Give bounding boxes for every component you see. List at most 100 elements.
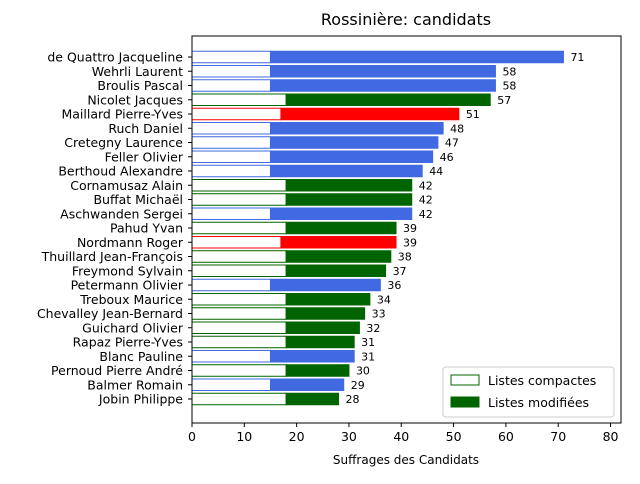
value-label: 58 — [502, 80, 516, 93]
bar-modified — [269, 79, 496, 92]
value-label: 58 — [502, 65, 516, 78]
value-label: 36 — [387, 279, 401, 292]
bar-compact — [191, 65, 271, 78]
value-label: 30 — [356, 365, 370, 378]
y-tick-label: Cretegny Laurence — [64, 135, 183, 150]
bar-compact — [191, 207, 271, 220]
bar-compact — [191, 321, 287, 334]
bar-modified — [285, 179, 413, 192]
bar-modified — [280, 236, 397, 249]
y-tick-label: Ruch Daniel — [108, 121, 183, 136]
bar-compact — [191, 50, 271, 64]
value-label: 29 — [351, 379, 365, 392]
value-label: 42 — [419, 208, 433, 221]
x-tick-label: 60 — [498, 429, 514, 444]
y-tick-label: Jobin Philippe — [98, 392, 183, 407]
bar-modified — [285, 264, 387, 277]
bar-compact — [191, 150, 271, 163]
legend: Listes compactes Listes modifiées — [442, 366, 615, 418]
y-tick-label: Nicolet Jacques — [87, 92, 183, 107]
bar-compact — [191, 335, 287, 349]
value-label: 42 — [419, 179, 433, 192]
bar-compact — [191, 179, 287, 192]
bar-compact — [191, 250, 287, 263]
plot-frame — [191, 35, 622, 424]
bar-compact — [191, 122, 271, 135]
value-labels-group: 7158585751484746444242423939383736343332… — [345, 51, 584, 406]
y-tick-label: de Quattro Jacqueline — [47, 50, 183, 65]
x-tick-label: 20 — [289, 429, 305, 444]
bar-compact — [191, 293, 287, 306]
legend-label-modifiees: Listes modifiées — [488, 395, 589, 410]
value-label: 42 — [419, 194, 433, 207]
bar-modified — [280, 107, 460, 121]
value-label: 31 — [361, 336, 375, 349]
y-tick-label: Broulis Pascal — [97, 78, 183, 93]
legend-label-compactes: Listes compactes — [488, 373, 596, 388]
legend-box — [442, 366, 615, 418]
bar-compact — [191, 307, 287, 320]
bar-compact — [191, 350, 271, 363]
x-tick-label: 30 — [341, 429, 357, 444]
bar-compact — [191, 221, 287, 235]
x-tick-label: 10 — [236, 429, 252, 444]
bars-group — [191, 50, 564, 406]
bar-modified — [269, 150, 434, 163]
y-tick-label: Maillard Pierre-Yves — [61, 107, 183, 122]
y-tick-label: Guichard Olivier — [82, 320, 184, 335]
bar-modified — [269, 207, 413, 220]
y-tick-label: Buffat Michaël — [93, 192, 183, 207]
y-tick-label: Petermann Olivier — [71, 278, 184, 293]
bar-modified — [269, 50, 564, 64]
bar-modified — [285, 321, 360, 334]
bar-modified — [269, 378, 345, 391]
value-label: 33 — [372, 308, 386, 321]
bar-modified — [269, 164, 423, 178]
x-tick-label: 0 — [188, 429, 196, 444]
y-tick-label: Cornamusaz Alain — [70, 178, 183, 193]
bar-modified — [285, 392, 339, 406]
bar-modified — [269, 136, 439, 149]
bar-compact — [191, 378, 271, 391]
value-label: 32 — [366, 322, 380, 335]
legend-swatch-modifiees — [450, 396, 480, 408]
bar-compact — [191, 79, 271, 92]
x-axis: 0 10 20 30 40 50 60 70 80 — [188, 423, 619, 444]
value-label: 44 — [429, 165, 443, 178]
bar-modified — [285, 250, 392, 263]
y-tick-label: Nordmann Roger — [77, 235, 184, 250]
y-tick-label: Treboux Maurice — [79, 292, 183, 307]
value-label: 71 — [570, 51, 584, 64]
bar-compact — [191, 236, 282, 249]
bar-modified — [269, 122, 444, 135]
bar-modified — [269, 65, 496, 78]
bar-modified — [285, 193, 413, 206]
value-label: 31 — [361, 350, 375, 363]
x-tick-label: 70 — [550, 429, 566, 444]
bar-compact — [191, 392, 287, 406]
y-tick-label: Aschwanden Sergei — [60, 206, 183, 221]
y-tick-label: Pahud Yvan — [110, 221, 183, 236]
value-label: 34 — [377, 293, 391, 306]
value-label: 39 — [403, 236, 417, 249]
bar-compact — [191, 93, 287, 106]
y-tick-label: Balmer Romain — [87, 377, 183, 392]
value-label: 38 — [398, 251, 412, 264]
y-tick-label: Freymond Sylvain — [72, 263, 183, 278]
value-label: 51 — [466, 108, 480, 121]
bar-modified — [269, 278, 381, 292]
bar-modified — [285, 221, 397, 235]
bar-modified — [285, 293, 371, 306]
value-label: 57 — [497, 94, 511, 107]
y-tick-label: Pernoud Pierre André — [51, 363, 183, 378]
y-tick-label: Chevalley Jean-Bernard — [37, 306, 183, 321]
bar-modified — [285, 93, 491, 106]
y-tick-label: Blanc Pauline — [99, 349, 183, 364]
value-label: 28 — [345, 393, 359, 406]
value-label: 39 — [403, 222, 417, 235]
bar-modified — [285, 364, 350, 377]
y-tick-label: Thuillard Jean-François — [41, 249, 183, 264]
chart-title: Rossinière: candidats — [321, 10, 491, 29]
